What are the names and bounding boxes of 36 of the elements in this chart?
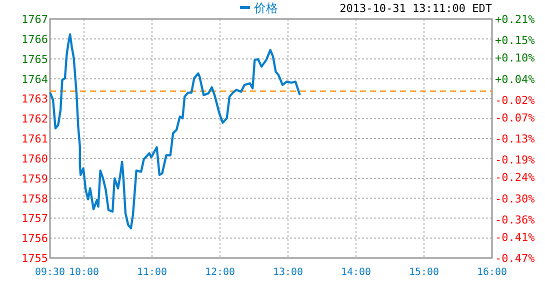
y-tick-label: 1758 <box>22 192 48 206</box>
y2-tick-label: -0.19% <box>495 154 536 167</box>
x-tick-label: 11:00 <box>136 267 168 278</box>
y-tick-label: 1766 <box>22 32 48 46</box>
y2-tick-label: -0.13% <box>495 132 536 146</box>
y2-tick-label: -0.41% <box>495 230 536 244</box>
y2-tick-label: -0.47% <box>495 252 536 265</box>
y-tick-label: 1756 <box>22 232 48 246</box>
y2-tick-label: +0.04% <box>495 72 536 86</box>
x-tick-label: 14:00 <box>340 267 372 278</box>
x-tick-label: 12:00 <box>204 267 236 278</box>
y2-tick-label: +0.10% <box>495 52 536 65</box>
x-tick-label: 09:30 <box>34 267 66 278</box>
y-tick-label: 1759 <box>22 172 48 186</box>
legend-label: 价格 <box>253 1 278 15</box>
y2-tick-label: -0.02% <box>495 94 536 107</box>
y2-tick-label: +0.21% <box>495 13 536 26</box>
y-tick-label: 1757 <box>22 212 48 226</box>
y2-tick-label: +0.15% <box>495 34 536 48</box>
y-tick-label: 1767 <box>22 13 48 26</box>
x-tick-label: 16:00 <box>476 267 508 278</box>
y2-tick-label: -0.24% <box>495 171 536 184</box>
y2-tick-label: -0.36% <box>495 213 536 226</box>
text: 2013-10-31 13:11:00 EDT <box>340 2 492 15</box>
x-tick-label: 15:00 <box>408 267 440 278</box>
y-tick-label: 1763 <box>22 92 48 106</box>
y-tick-label: 1761 <box>22 132 48 146</box>
x-tick-label: 13:00 <box>272 267 304 278</box>
y2-tick-label: -0.30% <box>495 192 536 206</box>
y-tick-label: 1765 <box>22 52 48 66</box>
y-tick-label: 1760 <box>22 152 48 166</box>
y-tick-label: 1762 <box>22 112 48 126</box>
y-tick-label: 1755 <box>22 252 48 265</box>
x-tick-label: 10:00 <box>68 267 100 278</box>
y2-tick-label: -0.07% <box>495 111 536 124</box>
y-tick-label: 1764 <box>22 72 48 86</box>
